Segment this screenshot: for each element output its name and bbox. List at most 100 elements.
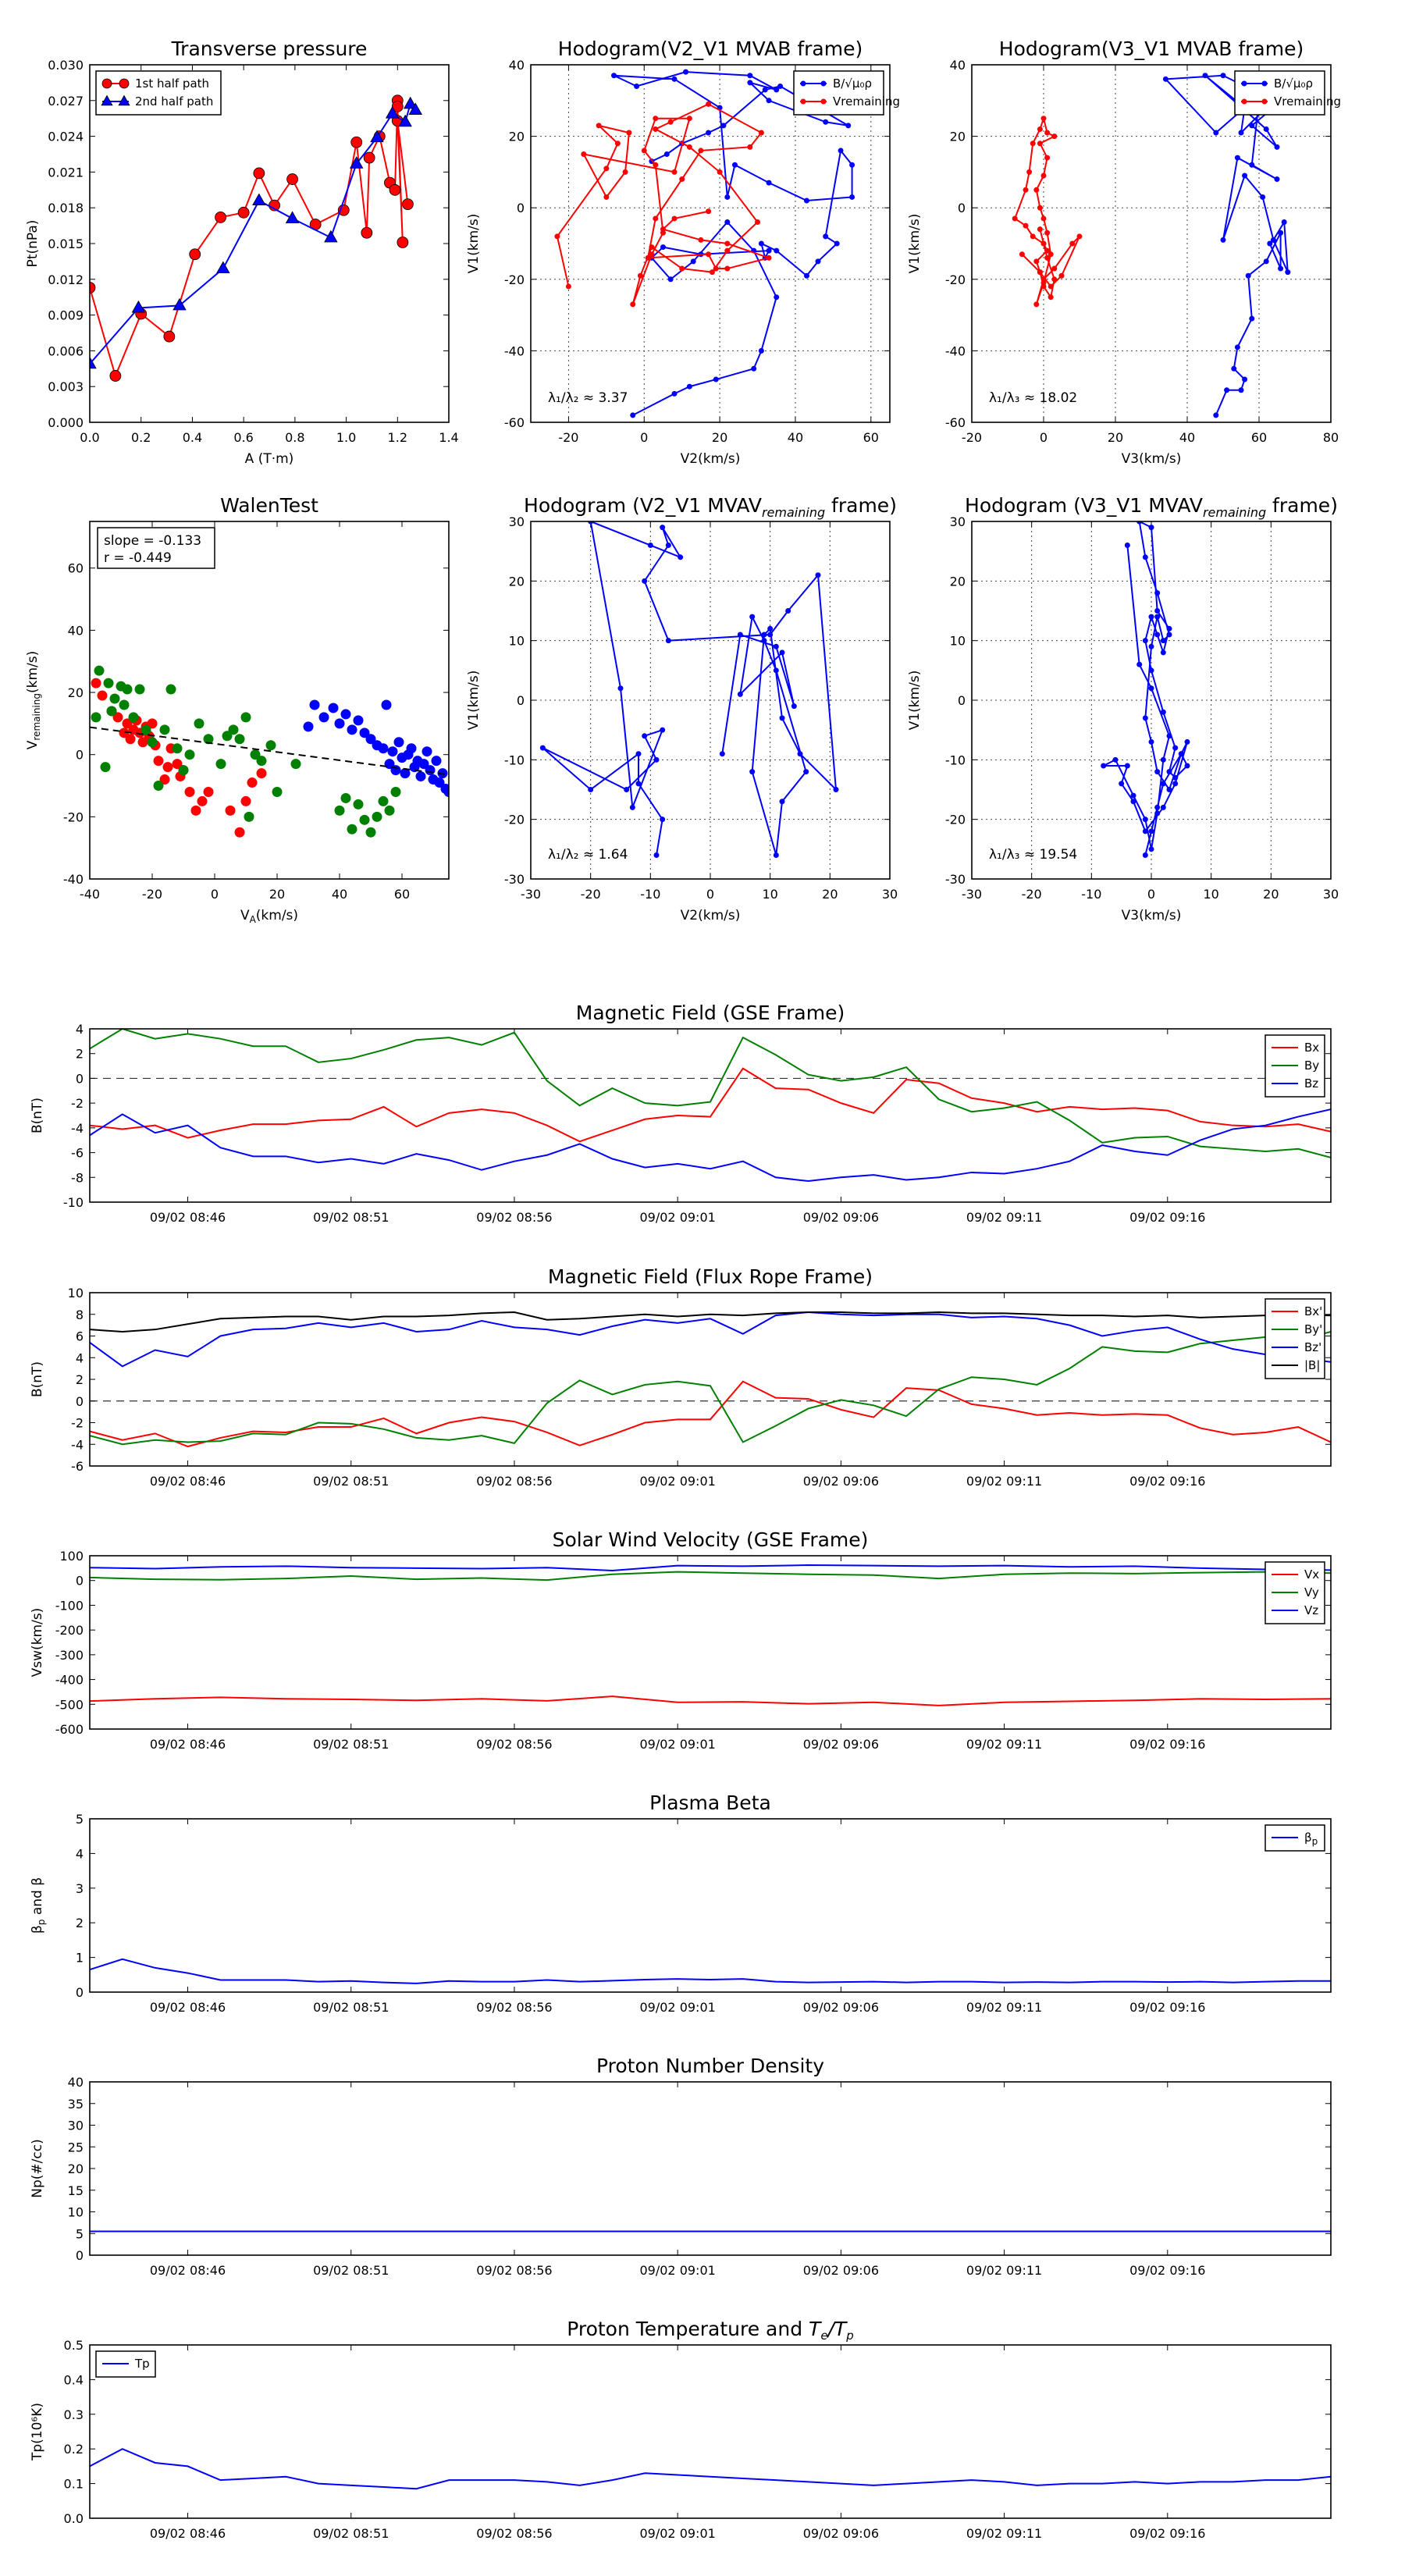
y-tick-label: -10 — [504, 753, 525, 767]
series-marker — [1051, 276, 1058, 283]
series-marker — [1202, 73, 1208, 79]
chart-hodo_v3v1_mvav: Hodogram (V3_V1 MVAVremaining frame)-30-… — [907, 494, 1339, 923]
x-tick-label: 09/02 09:06 — [803, 1737, 879, 1752]
series-line — [90, 1311, 1331, 1332]
scatter-point — [431, 756, 442, 767]
series-marker — [698, 148, 704, 154]
series-marker — [1076, 233, 1083, 240]
scatter-point — [103, 678, 114, 688]
chart-title: Proton Number Density — [596, 2055, 824, 2077]
axes-frame — [89, 1292, 1332, 1467]
chart-title: Plasma Beta — [649, 1791, 771, 1814]
series-marker — [1142, 638, 1148, 644]
chart-title: Solar Wind Velocity (GSE Frame) — [553, 1528, 869, 1551]
x-tick-label: 09/02 08:46 — [150, 1474, 226, 1489]
series-marker — [629, 804, 635, 810]
scatter-point — [234, 734, 245, 745]
scatter-point — [225, 805, 236, 816]
series-marker — [1040, 116, 1047, 122]
scatter-point — [137, 737, 148, 748]
legend-box — [793, 70, 884, 116]
series-marker — [671, 169, 678, 175]
series-marker — [724, 240, 731, 247]
scatter-point — [147, 718, 158, 729]
scatter-point — [122, 684, 133, 695]
scatter-point — [418, 759, 429, 770]
series-marker — [1285, 269, 1291, 276]
series-marker — [1172, 774, 1179, 781]
scatter-point — [134, 684, 145, 695]
scatter-point — [240, 712, 251, 723]
series-line — [90, 1958, 1331, 1984]
scatter-point — [381, 699, 392, 710]
scatter-point — [194, 718, 205, 729]
x-tick-label: 0.6 — [233, 430, 253, 445]
chart-title: Transverse pressure — [171, 37, 368, 60]
scatter-point — [406, 743, 417, 754]
scatter-point — [172, 759, 183, 770]
scatter-point — [353, 799, 364, 809]
y-tick-label: 4 — [76, 1022, 84, 1037]
chart-tp: Proton Temperature and Te/Tp 09/02 08:46 0… — [30, 2318, 1332, 2541]
y-tick-label: 0.030 — [48, 58, 84, 73]
series-marker — [751, 365, 757, 372]
x-tick-label: 09/02 09:16 — [1129, 2526, 1205, 2541]
series-marker — [773, 643, 779, 649]
series-marker — [1148, 828, 1154, 834]
y-tick-label: 40 — [509, 58, 525, 73]
x-tick-label: 09/02 08:46 — [150, 1737, 226, 1752]
series-marker — [649, 251, 655, 258]
series-marker — [588, 521, 594, 525]
series-marker — [554, 233, 560, 240]
axes-frame — [89, 2081, 1332, 2256]
scatter-point — [378, 743, 389, 754]
series-marker — [1124, 543, 1130, 549]
series-marker — [1040, 283, 1047, 290]
x-tick-label: 09/02 09:16 — [1129, 1737, 1205, 1752]
series-marker — [706, 130, 712, 136]
y-tick-label: 0 — [517, 201, 525, 215]
series-marker — [1044, 130, 1051, 136]
y-tick-label: -20 — [945, 272, 966, 287]
series-marker — [1178, 751, 1184, 757]
x-tick-label: 20 — [822, 887, 838, 902]
series-marker — [758, 347, 764, 354]
y-axis-label: B(nT) — [30, 1098, 45, 1133]
y-tick-label: 20 — [509, 574, 525, 589]
scatter-point — [247, 777, 258, 788]
series-marker — [1033, 187, 1040, 193]
chart-hodo_v3v1_mvab: Hodogram(V3_V1 MVAB frame) -20 0 20 40 60 80 -6… — [907, 37, 1341, 467]
x-tick-label: 40 — [788, 430, 803, 445]
scatter-point — [109, 693, 120, 704]
legend-label: By — [1304, 1059, 1319, 1073]
x-tick-label: 09/02 09:06 — [803, 1210, 879, 1225]
y-tick-label: 6 — [76, 1329, 84, 1344]
x-axis-label: VA(km/s) — [240, 908, 298, 925]
scatter-point — [100, 762, 111, 773]
y-tick-label: 10 — [950, 634, 966, 649]
y-tick-label: -10 — [945, 753, 966, 767]
series-marker — [286, 173, 298, 185]
legend-box — [1234, 70, 1325, 116]
legend-marker — [800, 98, 806, 105]
y-tick-label: 0.009 — [48, 308, 84, 323]
legend-label: B/√μ₀ρ — [833, 76, 872, 91]
legend-label: 1st half path — [135, 76, 209, 91]
x-tick-label: 09/02 09:06 — [803, 1474, 879, 1489]
scatter-point — [359, 728, 370, 738]
legend: B/√μ₀ρ Vremaining — [793, 70, 900, 116]
legend: Bx' By' Bz' |B| — [1264, 1298, 1325, 1379]
series-marker — [624, 787, 630, 792]
series-marker — [815, 572, 821, 578]
annotation-line: slope = -0.133 — [104, 533, 201, 549]
series-marker — [761, 632, 767, 638]
series-marker — [779, 715, 785, 721]
scatter-point — [353, 715, 364, 726]
x-tick-label: 0.4 — [183, 430, 202, 445]
y-tick-label: -8 — [71, 1170, 84, 1185]
series-marker — [706, 101, 712, 107]
y-axis-label: V1(km/s) — [907, 671, 923, 731]
series-line — [90, 1695, 1331, 1706]
series-marker — [131, 300, 146, 313]
series-line — [90, 1380, 1331, 1448]
